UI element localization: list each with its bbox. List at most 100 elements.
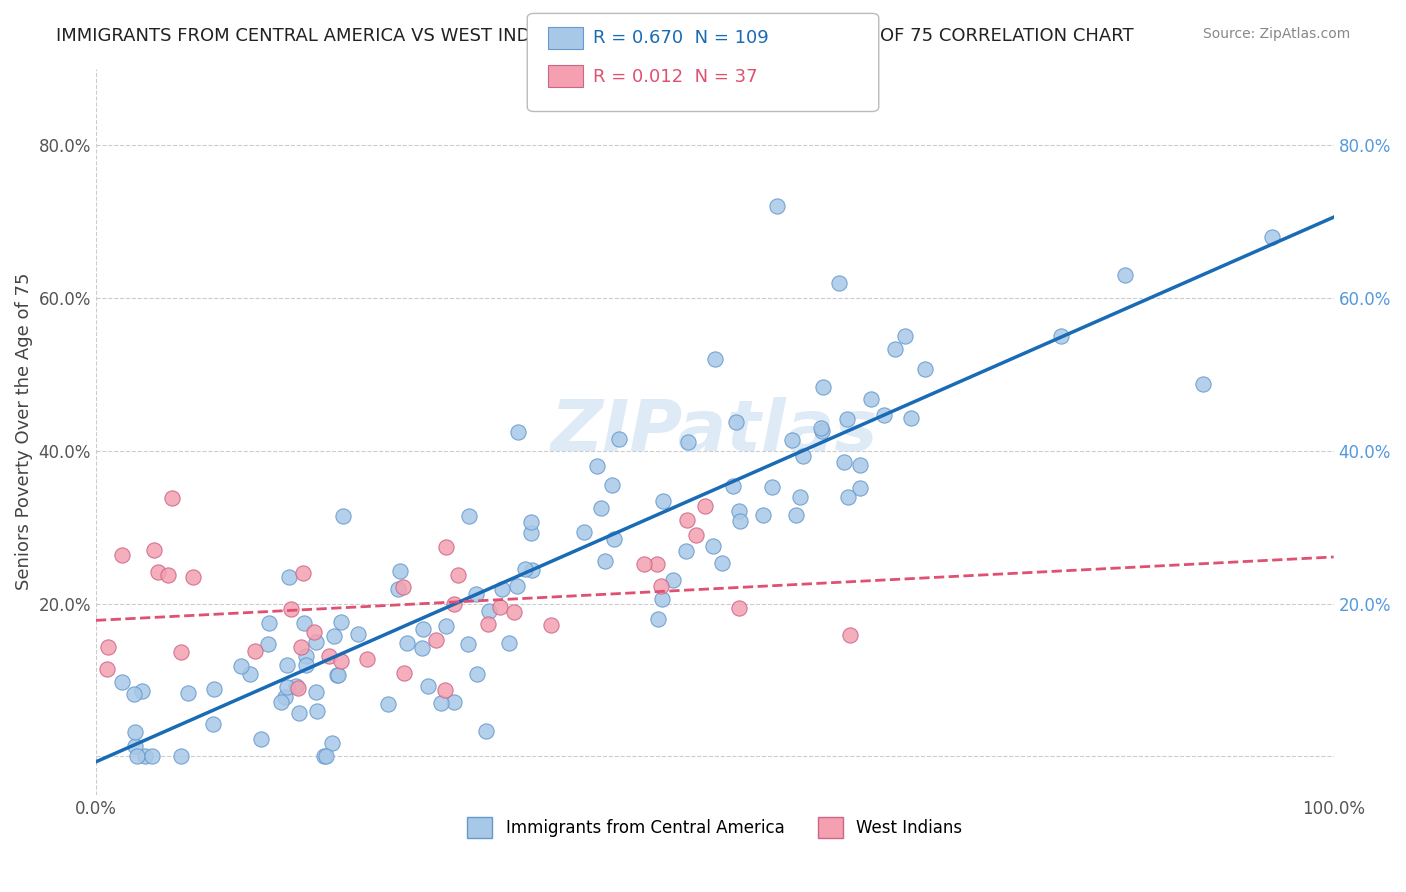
Immigrants from Central America: [894, 329, 917, 343]
Immigrants from Central America: [810, 424, 832, 438]
West Indians: [356, 652, 378, 666]
Text: Source: ZipAtlas.com: Source: ZipAtlas.com: [1202, 27, 1350, 41]
Immigrants from Central America: [837, 411, 859, 425]
Immigrants from Central America: [202, 717, 225, 731]
Immigrants from Central America: [315, 749, 337, 764]
Immigrants from Central America: [276, 680, 298, 694]
Immigrants from Central America: [678, 435, 700, 450]
West Indians: [685, 528, 707, 542]
Immigrants from Central America: [411, 641, 433, 656]
Immigrants from Central America: [600, 478, 623, 492]
Immigrants from Central America: [122, 687, 145, 701]
West Indians: [304, 624, 326, 639]
West Indians: [330, 654, 353, 668]
Immigrants from Central America: [314, 749, 336, 764]
Immigrants from Central America: [305, 704, 328, 718]
Immigrants from Central America: [730, 515, 752, 529]
Immigrants from Central America: [721, 479, 744, 493]
Text: R = 0.012  N = 37: R = 0.012 N = 37: [593, 68, 758, 86]
Immigrants from Central America: [506, 579, 529, 593]
Immigrants from Central America: [1050, 329, 1073, 343]
Immigrants from Central America: [792, 449, 814, 463]
Immigrants from Central America: [765, 199, 787, 213]
Immigrants from Central America: [884, 343, 907, 357]
Immigrants from Central America: [346, 627, 368, 641]
Immigrants from Central America: [270, 695, 292, 709]
Immigrants from Central America: [457, 509, 479, 524]
Immigrants from Central America: [914, 362, 936, 376]
Immigrants from Central America: [603, 532, 626, 546]
West Indians: [181, 570, 204, 584]
Immigrants from Central America: [703, 351, 725, 366]
Immigrants from Central America: [607, 432, 630, 446]
Immigrants from Central America: [377, 697, 399, 711]
West Indians: [434, 541, 457, 555]
West Indians: [540, 617, 562, 632]
Immigrants from Central America: [259, 616, 281, 631]
Immigrants from Central America: [702, 539, 724, 553]
West Indians: [160, 491, 183, 505]
Immigrants from Central America: [785, 508, 807, 523]
Immigrants from Central America: [285, 680, 308, 694]
Immigrants from Central America: [457, 637, 479, 651]
Immigrants from Central America: [498, 636, 520, 650]
West Indians: [447, 568, 470, 582]
Immigrants from Central America: [443, 695, 465, 709]
Immigrants from Central America: [127, 749, 149, 764]
West Indians: [650, 578, 672, 592]
West Indians: [727, 601, 749, 615]
Immigrants from Central America: [328, 668, 350, 682]
Immigrants from Central America: [250, 731, 273, 746]
West Indians: [489, 600, 512, 615]
Immigrants from Central America: [176, 686, 198, 700]
Immigrants from Central America: [574, 524, 596, 539]
Immigrants from Central America: [202, 682, 225, 697]
Immigrants from Central America: [900, 411, 922, 425]
Immigrants from Central America: [589, 501, 612, 516]
West Indians: [503, 605, 526, 619]
Immigrants from Central America: [323, 629, 346, 643]
Immigrants from Central America: [675, 543, 697, 558]
West Indians: [170, 645, 193, 659]
Immigrants from Central America: [276, 657, 298, 672]
Immigrants from Central America: [761, 480, 783, 494]
Immigrants from Central America: [124, 739, 146, 753]
Immigrants from Central America: [647, 612, 669, 626]
Immigrants from Central America: [513, 562, 536, 576]
Immigrants from Central America: [273, 690, 295, 705]
Immigrants from Central America: [257, 637, 280, 651]
Immigrants from Central America: [388, 564, 411, 578]
Immigrants from Central America: [1261, 229, 1284, 244]
Immigrants from Central America: [305, 684, 328, 698]
West Indians: [425, 632, 447, 647]
Text: ZIPatlas: ZIPatlas: [551, 397, 879, 467]
West Indians: [477, 616, 499, 631]
Immigrants from Central America: [506, 425, 529, 440]
Immigrants from Central America: [586, 459, 609, 474]
West Indians: [290, 640, 312, 654]
Immigrants from Central America: [416, 679, 439, 693]
West Indians: [839, 628, 862, 642]
Immigrants from Central America: [464, 587, 486, 601]
West Indians: [645, 558, 668, 572]
Immigrants from Central America: [396, 636, 419, 650]
West Indians: [394, 666, 416, 681]
Immigrants from Central America: [305, 634, 328, 648]
West Indians: [146, 565, 169, 579]
Immigrants from Central America: [131, 684, 153, 698]
Immigrants from Central America: [1114, 268, 1136, 282]
Immigrants from Central America: [873, 408, 896, 422]
Immigrants from Central America: [859, 392, 882, 407]
Legend: Immigrants from Central America, West Indians: Immigrants from Central America, West In…: [461, 811, 969, 845]
West Indians: [280, 601, 302, 615]
Immigrants from Central America: [134, 749, 156, 764]
West Indians: [291, 566, 314, 580]
Immigrants from Central America: [124, 724, 146, 739]
Immigrants from Central America: [475, 723, 498, 738]
Immigrants from Central America: [711, 556, 734, 570]
Immigrants from Central America: [662, 574, 685, 588]
West Indians: [434, 683, 457, 698]
Immigrants from Central America: [141, 749, 163, 764]
Immigrants from Central America: [491, 582, 513, 596]
Immigrants from Central America: [780, 433, 803, 447]
